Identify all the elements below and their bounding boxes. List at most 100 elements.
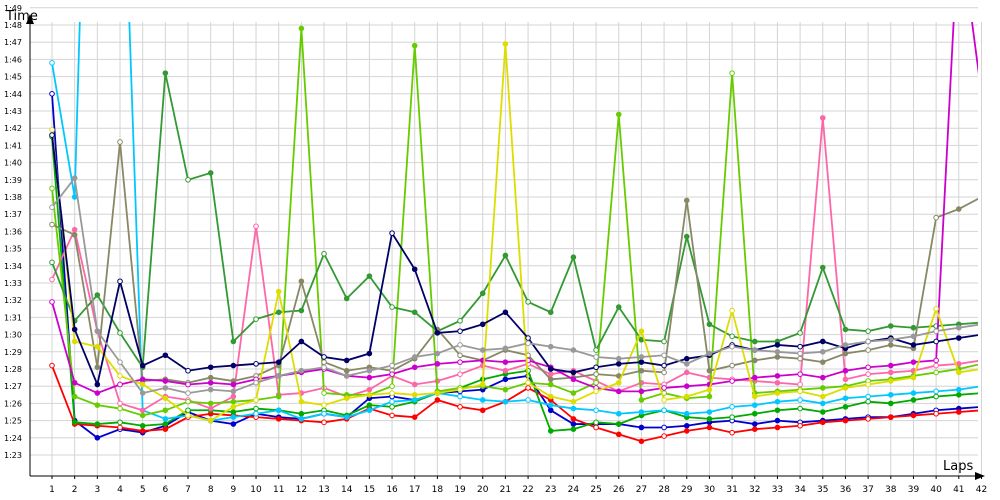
y-tick-label: 1:41	[4, 141, 22, 150]
y-tick-label: 1:28	[4, 365, 22, 374]
data-point	[774, 342, 781, 348]
data-point	[706, 424, 713, 431]
y-axis-arrow-icon	[26, 14, 34, 24]
data-point	[547, 366, 554, 372]
data-point	[321, 390, 327, 396]
data-point	[502, 252, 509, 259]
data-point	[162, 407, 169, 414]
data-point	[162, 352, 169, 359]
y-tick-label: 1:47	[4, 38, 22, 47]
data-point	[366, 407, 373, 414]
data-point	[94, 364, 101, 371]
y-tick-label: 1:44	[4, 90, 22, 99]
data-point	[162, 395, 169, 402]
data-point	[570, 416, 577, 422]
x-tick-label: 12	[296, 485, 307, 495]
data-point	[887, 362, 894, 369]
data-point	[117, 278, 123, 285]
data-point	[49, 204, 55, 211]
data-point	[683, 355, 690, 362]
data-point	[457, 352, 463, 359]
data-point	[71, 326, 78, 333]
y-tick-label: 1:33	[4, 279, 22, 288]
data-point	[411, 414, 418, 420]
data-point	[615, 355, 622, 362]
data-point	[910, 342, 917, 348]
x-tick-label: 16	[386, 485, 398, 495]
data-point	[887, 369, 894, 376]
data-point	[706, 350, 713, 357]
data-point	[933, 306, 939, 312]
series-line	[51, 175, 978, 395]
data-point	[366, 273, 373, 279]
data-point	[751, 374, 758, 381]
series-9	[49, 22, 978, 396]
data-point	[593, 419, 599, 426]
data-point	[887, 378, 894, 384]
y-tick-label: 1:27	[4, 382, 22, 391]
data-point	[661, 397, 667, 403]
data-point	[956, 386, 962, 393]
data-point	[706, 393, 713, 400]
data-point	[751, 393, 758, 400]
data-point	[139, 390, 146, 396]
data-point	[411, 309, 418, 316]
data-point	[729, 362, 735, 369]
data-point	[230, 398, 237, 405]
data-point	[570, 376, 577, 383]
data-point	[865, 393, 871, 400]
data-point	[343, 357, 350, 364]
data-point	[638, 397, 645, 403]
data-point	[525, 379, 531, 386]
x-tick-label: 21	[500, 485, 511, 495]
data-point	[502, 309, 509, 316]
data-point	[842, 417, 849, 424]
data-point	[207, 374, 214, 381]
x-axis-title: Laps	[943, 459, 973, 474]
data-point	[887, 414, 894, 420]
data-point	[933, 369, 939, 376]
data-point	[162, 70, 169, 76]
data-point	[797, 343, 803, 350]
data-point	[117, 139, 123, 145]
x-tick-label: 28	[658, 485, 670, 495]
data-point	[933, 338, 939, 345]
data-point	[185, 407, 191, 414]
data-point	[683, 197, 690, 204]
y-tick-label: 1:43	[4, 107, 22, 116]
data-point	[525, 340, 531, 347]
data-point	[570, 390, 577, 396]
data-point	[457, 404, 463, 410]
data-point	[366, 402, 373, 408]
data-point	[502, 359, 509, 365]
data-point	[842, 376, 849, 383]
data-point	[865, 416, 871, 422]
data-point	[139, 422, 146, 429]
data-point	[887, 400, 894, 407]
data-point	[49, 221, 55, 228]
data-point	[774, 390, 781, 396]
x-tick-label: 1	[49, 485, 55, 495]
data-point	[615, 388, 622, 395]
data-point	[842, 367, 849, 374]
y-tick-label: 1:24	[4, 434, 22, 443]
data-point	[683, 422, 690, 429]
data-point	[570, 421, 577, 427]
data-point	[547, 371, 554, 377]
y-tick-label: 1:23	[4, 451, 22, 460]
y-tick-label: 1:35	[4, 245, 22, 254]
data-point	[71, 194, 78, 200]
data-point	[615, 431, 622, 438]
data-point	[593, 364, 599, 371]
data-point	[389, 390, 395, 396]
data-point	[49, 185, 55, 192]
data-point	[366, 392, 373, 398]
x-tick-label: 23	[545, 485, 556, 495]
data-point	[819, 115, 826, 121]
x-tick-label: 11	[273, 485, 284, 495]
data-point	[638, 424, 645, 431]
data-point	[389, 383, 395, 390]
data-point	[49, 60, 55, 66]
data-point	[615, 379, 622, 386]
data-point	[570, 405, 577, 412]
